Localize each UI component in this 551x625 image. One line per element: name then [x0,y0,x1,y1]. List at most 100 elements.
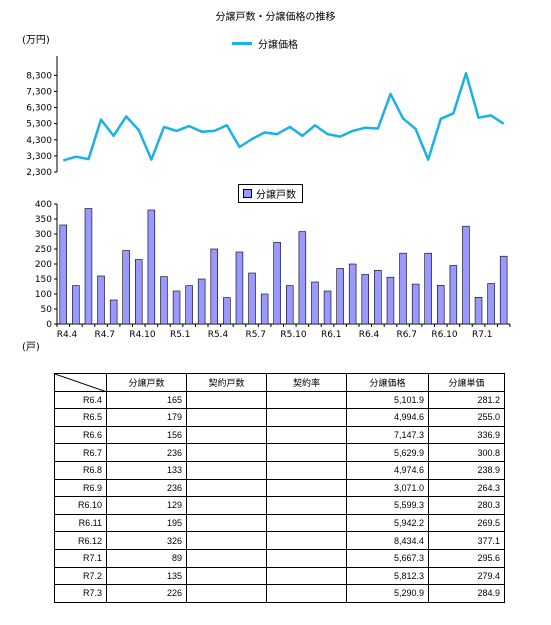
cell-rate [266,566,347,586]
units-bar [260,293,269,325]
cell-unit-price: 336.9 [428,425,505,445]
units-x-tick-label: R5.4 [208,330,229,340]
units-y-tick-label: 400 [35,200,52,210]
cell-price: 8,434.4 [346,531,429,550]
header-contracted: 契約戸数 [186,373,267,392]
cell-units: 236 [106,443,187,462]
units-y-tick-label: 350 [35,215,52,225]
units-bar [348,263,357,325]
header-units: 分譲戸数 [106,373,187,392]
units-bar [361,274,369,325]
header-price: 分譲価格 [346,373,429,392]
price-y-tick-label: 5,300 [26,120,52,130]
cell-contracted [186,584,267,603]
cell-contracted [186,425,267,445]
table-row: R6.8 133 4,974.6 238.9 [54,460,505,480]
units-bar [474,296,483,325]
cell-price: 5,101.9 [346,390,429,410]
table-row: R7.1 89 5,667.3 295.6 [54,548,505,568]
cell-unit-price: 377.1 [428,531,505,550]
cell-contracted [186,566,267,586]
cell-unit-price: 264.3 [428,478,505,498]
cell-contracted [186,496,267,515]
cell-price: 5,629.9 [346,443,429,462]
cell-units: 236 [106,478,187,498]
units-bar [122,250,130,325]
cell-rate [266,496,347,515]
cell-unit-price: 279.4 [428,566,505,586]
cell-rate [266,531,347,550]
price-y-tick-label: 4,300 [26,136,52,146]
units-bar [59,224,67,325]
cell-units: 129 [106,496,187,515]
cell-rate [266,478,347,498]
units-bar [424,252,432,325]
units-x-tick-label: R6.4 [359,330,380,340]
units-x-tick-label: R4.4 [57,330,78,340]
table-row: R6.12 326 8,434.4 377.1 [54,531,505,550]
table-header-row: 分譲戸数 契約戸数 契約率 分譲価格 分譲単価 [54,373,505,392]
row-label: R6.7 [54,443,107,462]
units-x-tick-label: R6.10 [431,330,458,340]
cell-price: 5,812.3 [346,566,429,586]
units-y-tick-label: 150 [35,275,52,285]
cell-rate [266,584,347,603]
cell-unit-price: 238.9 [428,460,505,480]
header-rate: 契約率 [266,373,347,392]
cell-contracted [186,548,267,568]
units-y-tick-label: 50 [41,305,53,315]
units-bar [235,251,244,325]
corner-diagonal [55,374,107,392]
cell-units: 135 [106,566,187,586]
cell-units: 133 [106,460,187,480]
cell-units: 179 [106,408,187,427]
units-bar [273,242,281,325]
units-x-tick-label: R5.7 [245,330,266,340]
cell-rate [266,408,347,427]
table-row: R6.11 195 5,942.2 269.5 [54,513,505,533]
units-y-tick-label: 0 [46,320,52,330]
price-legend-label: 分譲価格 [258,40,298,51]
units-x-tick-label: R5.10 [280,330,307,340]
units-bar [109,299,118,325]
units-bar [487,283,495,325]
cell-rate [266,425,347,445]
cell-contracted [186,443,267,462]
header-unit-price: 分譲単価 [428,373,505,392]
units-bar [311,281,319,325]
units-bar [298,231,307,325]
cell-unit-price: 284.9 [428,584,505,603]
row-label: R7.2 [54,566,107,586]
table-corner-cell [54,373,107,392]
cell-unit-price: 255.0 [428,408,505,427]
units-bar [172,290,181,325]
units-bar [160,276,168,325]
cell-rate [266,460,347,480]
units-bar [84,208,93,325]
row-label: R6.9 [54,478,107,498]
cell-price: 5,942.2 [346,513,429,533]
row-label: R7.3 [54,584,107,603]
units-bar [185,285,193,325]
cell-price: 7,147.3 [346,425,429,445]
cell-unit-price: 269.5 [428,513,505,533]
price-series-line [62,71,505,162]
cell-price: 5,290.9 [346,584,429,603]
cell-contracted [186,478,267,498]
price-y-tick-label: 2,300 [26,168,52,178]
units-bar [462,225,470,325]
row-label: R6.4 [54,390,107,410]
units-x-tick-label: R7.1 [472,330,493,340]
cell-rate [266,443,347,462]
units-x-tick-label: R5.1 [170,330,191,340]
units-bar [336,268,344,325]
table-row: R6.6 156 7,147.3 336.9 [54,425,505,445]
price-y-tick-label: 3,300 [26,152,52,162]
table-row: R6.5 179 4,994.6 255.0 [54,408,505,427]
cell-contracted [186,513,267,533]
units-bar [285,285,294,325]
price-axis-unit: (万円) [22,35,50,46]
table-row: R7.2 135 5,812.3 279.4 [54,566,505,586]
units-bar [135,259,143,325]
row-label: R6.8 [54,460,107,480]
